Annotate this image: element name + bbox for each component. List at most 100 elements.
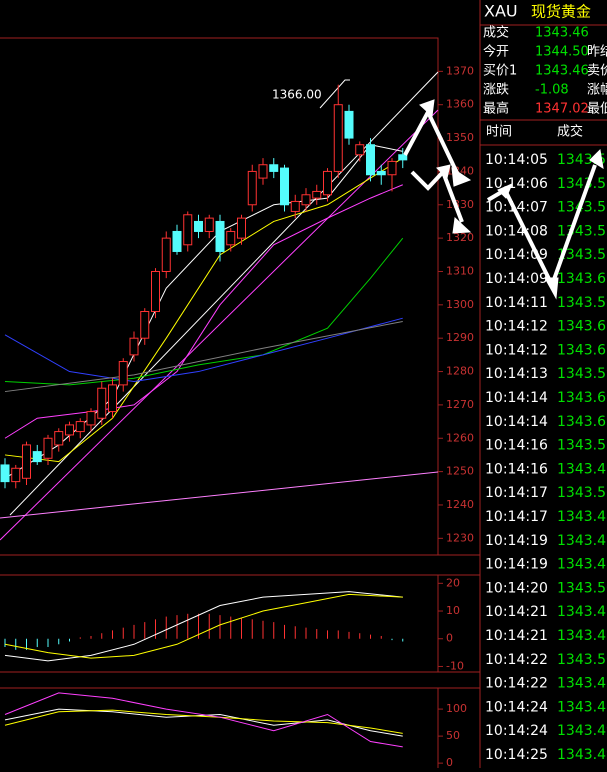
tick-price: 1343.61 (557, 414, 607, 430)
tick-time: 10:14:11 (485, 295, 548, 311)
tick-price: 1343.45 (557, 604, 607, 620)
indicator-line (4, 692, 403, 748)
candle-body (140, 311, 150, 339)
indicator-line (4, 184, 403, 439)
tick-time: 10:14:07 (485, 200, 548, 216)
quote-value: 1343.46 (535, 26, 589, 41)
trend-line (0, 471, 439, 519)
tick-price: 1343.47 (557, 628, 607, 644)
tick-price: 1343.5 (557, 438, 606, 454)
tick-time: 10:14:09 (485, 271, 548, 287)
tick-price: 1343.4 (557, 557, 606, 573)
tick-time: 10:14:25 (485, 747, 548, 763)
quote-value: 1347.02 (535, 102, 589, 117)
tick-price: 1343.62 (557, 390, 607, 406)
y-tick-label: 1320 (446, 231, 474, 244)
indicator-line (4, 708, 403, 737)
candle-body (312, 190, 322, 199)
tick-price: 1343.48 (557, 676, 607, 692)
annotation-leader (319, 79, 350, 109)
indicator-line (4, 709, 403, 734)
indicator-line (4, 593, 403, 659)
tick-time: 10:14:24 (485, 699, 548, 715)
indicator-line (4, 591, 403, 662)
tick-price: 1343.50 (557, 652, 607, 668)
tick-time: 10:14:16 (485, 461, 548, 477)
candle-body (183, 214, 193, 246)
annotation: 1366.00 (272, 88, 322, 102)
quote-label: 昨结 (587, 45, 607, 60)
quote-label: 涨跌 (483, 82, 509, 98)
y-tick-label: 1290 (446, 331, 474, 344)
candle-body (387, 160, 397, 176)
candle-body (118, 361, 128, 386)
tick-price: 1343.49 (557, 747, 607, 763)
column-header: 成交 (557, 124, 583, 140)
y-tick-label: 1230 (446, 531, 474, 544)
tick-time: 10:14:12 (485, 342, 548, 358)
candle-body (108, 384, 117, 413)
tick-time: 10:14:17 (485, 509, 548, 525)
tick-time: 10:14:12 (485, 319, 548, 335)
y-tick-label: 1280 (446, 365, 474, 378)
quote-label: 最低 (587, 102, 607, 117)
symbol-name: 现货黄金 (531, 3, 591, 21)
candle-body (22, 444, 31, 479)
quote-value: 1343.46 (535, 64, 589, 79)
y-tick-label: 1350 (446, 131, 474, 144)
tick-time: 10:14:19 (485, 533, 548, 549)
tick-time: 10:14:06 (485, 176, 548, 192)
tick-price: 1343.57 (557, 247, 607, 263)
candle-body (161, 237, 171, 272)
candle-body (398, 154, 408, 161)
tick-price: 1343.58 (557, 176, 607, 192)
tick-price: 1343.53 (557, 200, 607, 216)
indicator-line (4, 321, 403, 393)
indicator-line (4, 237, 404, 386)
tick-time: 10:14:22 (485, 676, 548, 692)
tick-time: 10:14:16 (485, 438, 548, 454)
y-tick-label: 0 (446, 632, 453, 645)
candle-body (323, 170, 332, 196)
quote-label: 最高 (483, 101, 509, 117)
candle-body (280, 167, 289, 206)
tick-time: 10:14:05 (485, 152, 548, 168)
y-tick-label: 1240 (446, 498, 474, 511)
y-tick-label: 0 (446, 756, 453, 768)
candle-body (215, 220, 225, 252)
quote-value: -1.08 (535, 83, 569, 98)
y-tick-label: 1250 (446, 465, 474, 478)
y-tick-label: 1260 (446, 431, 474, 444)
candle-body (269, 164, 279, 172)
candle-body (226, 230, 236, 246)
tick-time: 10:14:08 (485, 223, 548, 239)
candle-body (86, 411, 96, 426)
candle-body (75, 421, 85, 433)
candle-body (151, 270, 160, 313)
candle-body (194, 220, 203, 232)
arrows (403, 99, 604, 300)
quote-label: 涨幅 (587, 83, 607, 98)
candle-body (237, 217, 246, 239)
tick-price: 1343.62 (557, 271, 607, 287)
y-tick-label: 1270 (446, 398, 474, 411)
tick-time: 10:14:21 (485, 628, 548, 644)
candle-body (258, 164, 268, 179)
candle-body (204, 217, 214, 232)
tick-price: 1343.46 (557, 533, 607, 549)
candle-body (43, 437, 53, 459)
tick-price: 1343.58 (557, 223, 607, 239)
candle-body (355, 144, 365, 156)
candle-body (333, 104, 343, 172)
candle-body (366, 144, 375, 176)
candle-body (376, 170, 386, 176)
indicator-line (4, 317, 403, 383)
y-tick-label: 100 (446, 702, 467, 715)
tick-price: 1343.45 (557, 509, 607, 525)
quote-label: 成交 (483, 25, 509, 41)
tick-time: 10:14:21 (485, 604, 548, 620)
candle-body (247, 170, 257, 206)
